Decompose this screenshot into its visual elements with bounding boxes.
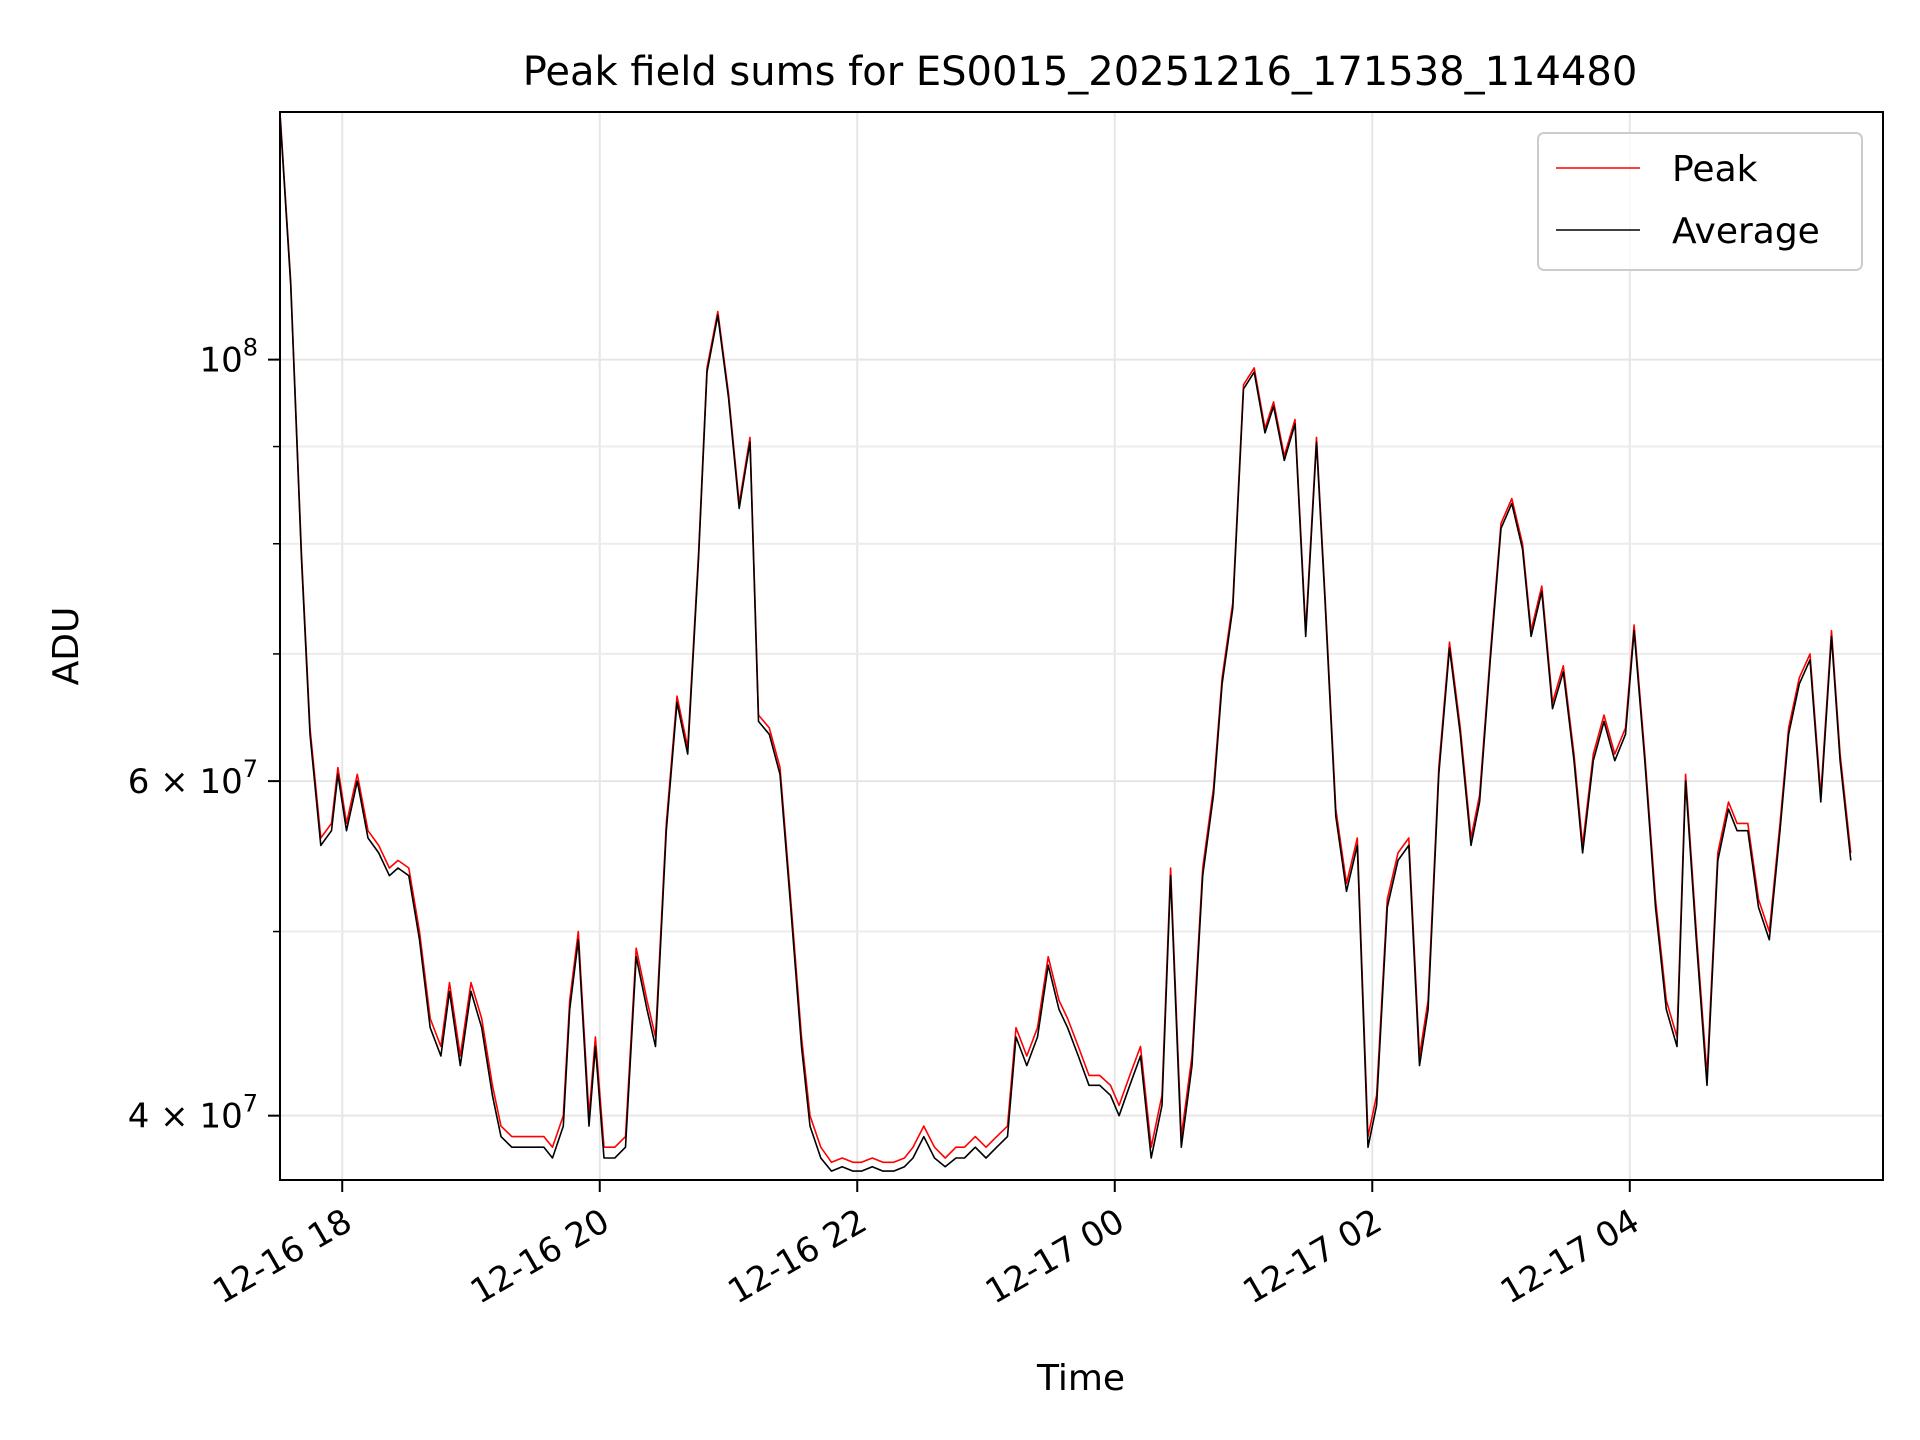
y-tick-label: 4 × 107 (128, 1090, 258, 1137)
legend-label-average: Average (1672, 211, 1820, 252)
y-axis-label: ADU (46, 607, 87, 686)
y-tick-label: 108 (199, 334, 258, 381)
series-layer (279, 111, 1852, 1172)
plot-area-frame (279, 111, 1884, 1181)
y-tick-label-exponent: 8 (243, 334, 258, 362)
chart-title: Peak field sums for ES0015_20251216_1715… (523, 49, 1638, 95)
y-tick-label: 6 × 107 (128, 755, 258, 802)
legend: Peak Average (1537, 132, 1863, 271)
y-tick-label-exponent: 7 (243, 1090, 258, 1118)
x-axis-label: Time (1036, 1358, 1125, 1399)
y-tick-label-base: 4 × 10 (128, 1097, 243, 1137)
y-tick-label-exponent: 7 (243, 755, 258, 783)
y-tick-label-base: 6 × 10 (128, 762, 243, 802)
y-tick-label-base: 10 (199, 341, 242, 381)
series-line-peak (279, 111, 1852, 1164)
grid-lines (280, 112, 1883, 1180)
series-line-average (279, 115, 1852, 1172)
legend-label-peak: Peak (1672, 149, 1758, 190)
